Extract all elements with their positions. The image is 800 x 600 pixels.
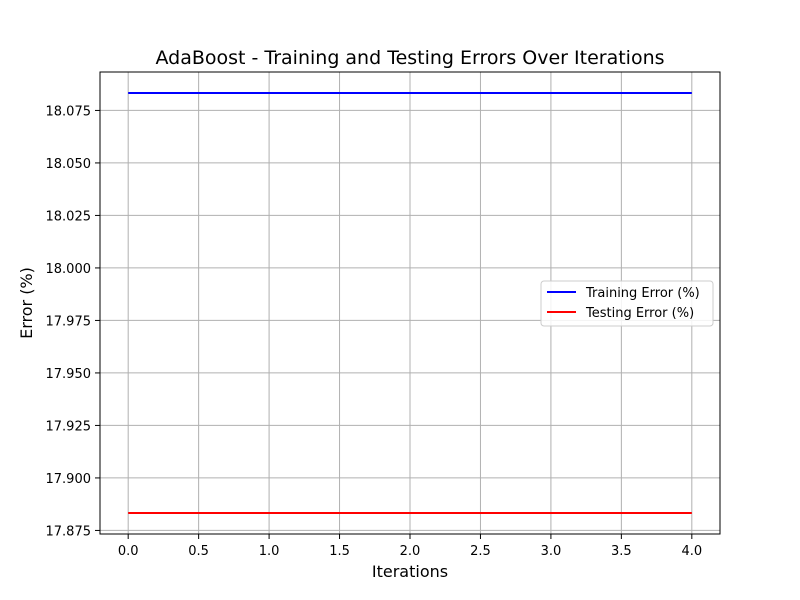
x-tick-label: 1.0 — [259, 544, 280, 559]
y-tick-label: 18.075 — [46, 104, 92, 119]
series-group — [128, 92, 692, 514]
grid — [100, 72, 720, 534]
x-tick-label: 3.5 — [611, 544, 632, 559]
x-axis-ticks: 0.0 0.5 1.0 1.5 2.0 2.5 3.0 3.5 4.0 — [118, 534, 702, 559]
x-tick-label: 0.0 — [118, 544, 139, 559]
chart-title: AdaBoost - Training and Testing Errors O… — [155, 47, 664, 69]
legend-label-testing-error: Testing Error (%) — [585, 306, 694, 321]
legend-label-training-error: Training Error (%) — [585, 286, 700, 301]
y-axis-ticks: 17.875 17.900 17.925 17.950 17.975 18.000 18.0… — [46, 104, 100, 539]
x-tick-label: 1.5 — [329, 544, 350, 559]
y-tick-label: 17.925 — [46, 419, 92, 434]
legend-box — [540, 280, 714, 327]
y-tick-label: 18.025 — [46, 209, 92, 224]
y-axis-label: Error (%) — [17, 267, 36, 339]
legend: Training Error (%) Testing Error (%) — [540, 280, 714, 327]
x-tick-label: 3.0 — [541, 544, 562, 559]
x-axis-label: Iterations — [372, 562, 448, 581]
x-tick-label: 2.5 — [470, 544, 491, 559]
y-tick-label: 17.900 — [46, 472, 92, 487]
x-tick-label: 2.0 — [400, 544, 421, 559]
y-tick-label: 17.975 — [46, 314, 92, 329]
y-tick-label: 17.875 — [46, 524, 92, 539]
y-tick-label: 18.000 — [46, 262, 92, 277]
y-tick-label: 18.050 — [46, 157, 92, 172]
y-tick-label: 17.950 — [46, 367, 92, 382]
x-tick-label: 0.5 — [188, 544, 209, 559]
x-tick-label: 4.0 — [681, 544, 702, 559]
